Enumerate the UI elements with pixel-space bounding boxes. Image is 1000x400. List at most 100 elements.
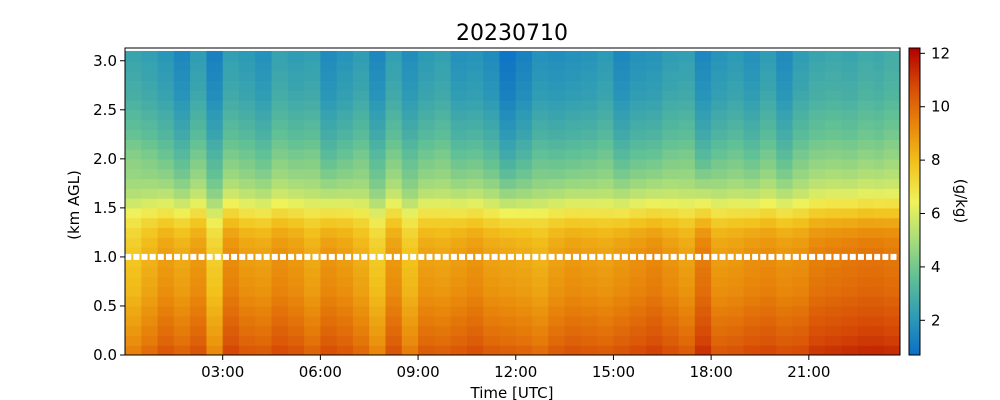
marker-dot — [450, 253, 457, 260]
heatmap-cell — [141, 256, 159, 268]
heatmap-cell — [190, 198, 208, 209]
heatmap-cell — [613, 217, 631, 229]
heatmap-cell — [320, 90, 338, 101]
heatmap-cell — [287, 80, 305, 91]
heatmap-cell — [629, 198, 647, 209]
heatmap-cell — [532, 99, 549, 111]
heatmap-cell — [336, 247, 354, 258]
marker-dot — [572, 253, 579, 260]
heatmap-cell — [662, 217, 680, 229]
heatmap-cell — [385, 129, 403, 140]
heatmap-cell — [873, 247, 891, 258]
heatmap-cell — [450, 247, 468, 258]
marker-dot — [662, 253, 669, 260]
heatmap-cell — [564, 139, 582, 150]
heatmap-cell — [857, 50, 875, 62]
heatmap-cell — [190, 129, 208, 140]
heatmap-cell — [883, 99, 900, 111]
heatmap-cell — [841, 70, 859, 81]
marker-dot — [524, 253, 531, 260]
heatmap-cell — [190, 286, 208, 297]
heatmap-cell — [646, 139, 663, 150]
heatmap-cell — [629, 217, 647, 229]
heatmap-cell — [646, 129, 663, 140]
heatmap-cell — [157, 50, 175, 62]
heatmap-cell — [613, 266, 631, 278]
heatmap-cell — [483, 276, 501, 287]
heatmap-cell — [873, 119, 891, 131]
heatmap-cell — [173, 119, 191, 131]
heatmap-cell — [548, 129, 566, 140]
heatmap-cell — [727, 149, 745, 160]
heatmap-cell — [825, 315, 842, 327]
heatmap-cell — [564, 90, 582, 101]
marker-dot — [743, 253, 750, 260]
heatmap-cell — [466, 70, 484, 81]
heatmap-cell — [369, 207, 387, 219]
heatmap-cell — [873, 237, 891, 248]
heatmap-cell — [776, 60, 794, 72]
heatmap-cell — [792, 237, 810, 248]
heatmap-cells — [125, 50, 900, 355]
heatmap-cell — [727, 139, 745, 150]
heatmap-cell — [597, 247, 615, 258]
heatmap-cell — [320, 149, 338, 160]
heatmap-cell — [190, 178, 208, 189]
heatmap-cell — [320, 335, 338, 346]
heatmap-cell — [727, 227, 745, 238]
heatmap-cell — [434, 139, 452, 150]
heatmap-cell — [564, 217, 582, 229]
heatmap-cell — [629, 305, 647, 317]
marker-dot — [475, 253, 482, 260]
heatmap-cell — [466, 60, 484, 72]
heatmap-cell — [320, 109, 338, 121]
heatmap-cell — [883, 315, 900, 327]
heatmap-cell — [743, 90, 761, 101]
heatmap-cell — [466, 109, 484, 121]
heatmap-cell — [776, 198, 794, 209]
heatmap-cell — [450, 266, 468, 278]
heatmap-cell — [873, 266, 891, 278]
heatmap-cell — [320, 286, 338, 297]
heatmap-cell — [369, 266, 387, 278]
heatmap-cell — [743, 227, 761, 238]
heatmap-cell — [190, 335, 208, 346]
heatmap-cell — [580, 217, 598, 229]
heatmap-cell — [743, 237, 761, 248]
heatmap-cell — [548, 335, 566, 346]
heatmap-cell — [418, 217, 435, 229]
heatmap-cell — [597, 256, 615, 268]
heatmap-cell — [173, 207, 191, 219]
heatmap-cell — [532, 119, 549, 131]
heatmap-cell — [401, 315, 419, 327]
heatmap-cell — [515, 207, 533, 219]
heatmap-cell — [662, 129, 680, 140]
marker-dot — [263, 253, 270, 260]
heatmap-cell — [597, 90, 615, 101]
heatmap-cell — [304, 266, 321, 278]
x-tick-label: 09:00 — [396, 363, 439, 381]
y-tick-label: 2.0 — [93, 150, 117, 168]
heatmap-cell — [352, 168, 370, 180]
heatmap-cell — [418, 198, 435, 209]
heatmap-cell — [222, 345, 240, 355]
heatmap-cell — [646, 80, 663, 91]
x-tick-label: 15:00 — [592, 363, 635, 381]
heatmap-cell — [450, 129, 468, 140]
heatmap-cell — [238, 80, 256, 91]
heatmap-cell — [157, 129, 175, 140]
heatmap-cell — [369, 50, 387, 62]
heatmap-cell — [238, 335, 256, 346]
heatmap-cell — [385, 286, 403, 297]
heatmap-cell — [190, 296, 208, 307]
heatmap-cell — [483, 345, 501, 355]
heatmap-cell — [238, 60, 256, 72]
heatmap-cell — [825, 345, 842, 355]
heatmap-cell — [564, 168, 582, 180]
heatmap-cell — [841, 345, 859, 355]
marker-dot — [312, 253, 319, 260]
heatmap-cell — [499, 80, 517, 91]
marker-dot — [841, 253, 848, 260]
heatmap-cell — [727, 237, 745, 248]
heatmap-cell — [776, 247, 794, 258]
